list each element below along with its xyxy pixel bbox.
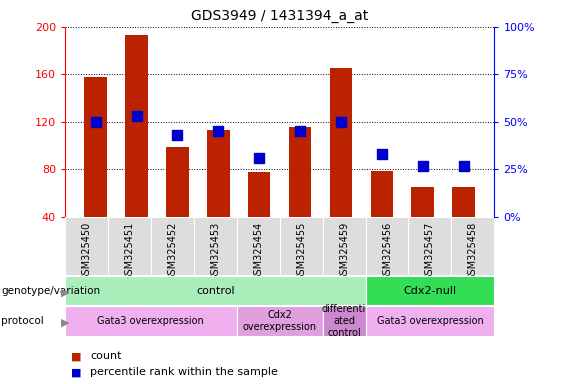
Point — [91, 119, 100, 125]
Bar — [280, 217, 323, 275]
Text: GSM325455: GSM325455 — [296, 222, 306, 281]
Text: GSM325454: GSM325454 — [253, 222, 263, 281]
Text: control: control — [196, 286, 234, 296]
Point — [214, 128, 223, 134]
Text: GSM325453: GSM325453 — [210, 222, 220, 281]
Bar — [408, 217, 451, 275]
Text: GSM325450: GSM325450 — [81, 222, 92, 281]
Text: Cdx2-null: Cdx2-null — [403, 286, 457, 296]
Bar — [65, 276, 366, 305]
Bar — [166, 147, 189, 217]
Bar — [411, 187, 434, 217]
Bar — [248, 172, 271, 217]
Text: GSM325456: GSM325456 — [382, 222, 392, 281]
Text: ▶: ▶ — [61, 287, 69, 298]
Bar — [451, 217, 494, 275]
Point — [295, 128, 305, 134]
Text: GSM325457: GSM325457 — [425, 222, 435, 281]
Bar — [108, 217, 151, 275]
Bar — [371, 170, 393, 217]
Point — [255, 155, 264, 161]
Bar — [366, 306, 494, 336]
Bar — [237, 217, 280, 275]
Point — [132, 113, 141, 119]
Bar — [366, 217, 408, 275]
Text: count: count — [90, 351, 122, 361]
Bar — [323, 217, 366, 275]
Bar — [65, 306, 237, 336]
Bar — [194, 217, 237, 275]
Text: GSM325459: GSM325459 — [339, 222, 349, 281]
Point — [337, 119, 346, 125]
Point — [418, 162, 427, 169]
Text: Gata3 overexpression: Gata3 overexpression — [98, 316, 204, 326]
Bar — [85, 77, 107, 217]
Point — [459, 162, 468, 169]
Bar — [65, 217, 108, 275]
Text: ▶: ▶ — [61, 318, 69, 328]
Text: Gata3 overexpression: Gata3 overexpression — [377, 316, 483, 326]
Text: differenti
ated
control: differenti ated control — [322, 305, 366, 338]
Point — [377, 151, 386, 157]
Text: genotype/variation: genotype/variation — [1, 286, 100, 296]
Bar — [151, 217, 194, 275]
Bar — [323, 306, 366, 336]
Text: GSM325458: GSM325458 — [468, 222, 478, 281]
Bar — [330, 68, 352, 217]
Text: Cdx2
overexpression: Cdx2 overexpression — [242, 310, 317, 332]
Text: GSM325452: GSM325452 — [167, 222, 177, 281]
Bar — [366, 276, 494, 305]
Bar — [237, 306, 323, 336]
Bar — [453, 187, 475, 217]
Bar — [207, 130, 229, 217]
Bar — [125, 35, 148, 217]
Bar — [289, 127, 311, 217]
Text: percentile rank within the sample: percentile rank within the sample — [90, 367, 279, 377]
Text: protocol: protocol — [1, 316, 44, 326]
Text: GSM325451: GSM325451 — [124, 222, 134, 281]
Title: GDS3949 / 1431394_a_at: GDS3949 / 1431394_a_at — [191, 9, 368, 23]
Point — [173, 132, 182, 138]
Text: ■: ■ — [71, 367, 81, 377]
Text: ■: ■ — [71, 351, 81, 361]
